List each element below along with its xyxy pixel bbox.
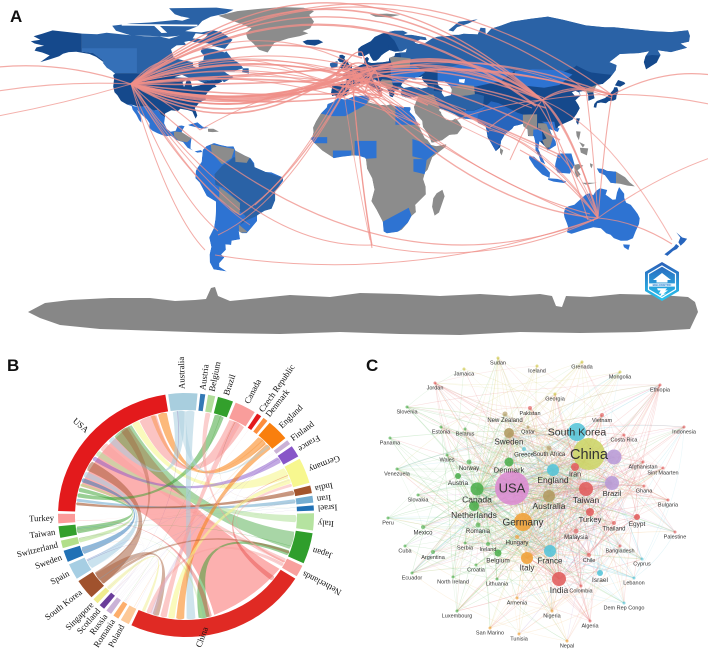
svg-text:Ireland: Ireland (480, 547, 497, 553)
svg-text:Lithuania: Lithuania (486, 582, 509, 588)
svg-text:Cuba: Cuba (398, 549, 412, 555)
svg-text:Norway: Norway (459, 466, 479, 472)
svg-text:Austria: Austria (448, 480, 469, 487)
svg-text:Germany: Germany (502, 518, 543, 529)
svg-text:India: India (550, 585, 569, 595)
svg-text:Thailand: Thailand (602, 526, 625, 532)
svg-text:Armenia: Armenia (507, 601, 528, 607)
svg-text:Iceland: Iceland (528, 368, 546, 374)
svg-text:Slovenia: Slovenia (396, 409, 418, 415)
svg-text:Mexico: Mexico (413, 530, 433, 536)
svg-text:Ghana: Ghana (636, 488, 653, 494)
svg-text:Israel: Israel (592, 577, 608, 584)
svg-text:Pakistan: Pakistan (519, 411, 540, 417)
svg-text:Sint Maarten: Sint Maarten (647, 470, 678, 476)
svg-text:A: A (10, 7, 22, 26)
svg-text:Taiwan: Taiwan (29, 527, 57, 541)
svg-text:Bangladesh: Bangladesh (605, 549, 634, 555)
svg-text:Jamaica: Jamaica (454, 371, 475, 377)
svg-text:Serbia: Serbia (457, 546, 474, 552)
svg-text:Brazil: Brazil (603, 489, 622, 498)
svg-text:Nigeria: Nigeria (543, 614, 561, 620)
svg-text:Australia: Australia (176, 357, 187, 390)
svg-text:Peru: Peru (382, 521, 394, 527)
svg-text:Slovakia: Slovakia (408, 497, 430, 503)
svg-text:Dem Rep Congo: Dem Rep Congo (604, 606, 645, 612)
svg-text:USA: USA (499, 481, 526, 496)
svg-text:Ecuador: Ecuador (402, 576, 423, 582)
svg-text:Belgium: Belgium (486, 557, 509, 564)
svg-text:Qatar: Qatar (521, 429, 535, 435)
svg-text:Austria: Austria (197, 364, 210, 391)
svg-text:Malaysia: Malaysia (564, 535, 588, 541)
svg-text:Georgia: Georgia (545, 396, 566, 402)
svg-text:Argentina: Argentina (421, 555, 445, 561)
svg-text:BIBLIOMETRIC: BIBLIOMETRIC (653, 283, 672, 287)
svg-text:Bulgaria: Bulgaria (658, 502, 679, 508)
svg-text:B: B (7, 356, 19, 375)
svg-text:India: India (314, 481, 334, 495)
svg-text:Venezuela: Venezuela (384, 471, 411, 477)
svg-text:Jordan: Jordan (427, 385, 444, 391)
svg-text:Cyprus: Cyprus (633, 562, 651, 568)
svg-text:Nepal: Nepal (560, 644, 574, 650)
svg-text:Estonia: Estonia (432, 429, 451, 435)
svg-text:Grenada: Grenada (571, 364, 593, 370)
svg-text:South Africa: South Africa (533, 452, 566, 458)
svg-text:New Zealand: New Zealand (487, 418, 522, 424)
svg-text:Hungary: Hungary (506, 540, 529, 546)
svg-text:South Korea: South Korea (548, 427, 607, 439)
svg-text:Iran: Iran (316, 493, 332, 505)
svg-text:Mongolia: Mongolia (609, 374, 632, 380)
svg-text:San Marino: San Marino (476, 631, 504, 637)
svg-text:Italy: Italy (317, 518, 334, 529)
svg-text:Netherlands: Netherlands (451, 510, 497, 520)
svg-text:Israel: Israel (317, 503, 338, 514)
svg-text:China: China (570, 447, 609, 463)
svg-text:Romania: Romania (466, 529, 491, 535)
svg-text:Indonesia: Indonesia (672, 429, 697, 435)
svg-text:Croatia: Croatia (467, 568, 486, 574)
svg-text:Iran: Iran (569, 472, 581, 479)
svg-text:Turkey: Turkey (579, 515, 602, 524)
svg-text:Australia: Australia (532, 501, 565, 511)
svg-text:Italy: Italy (520, 563, 535, 572)
svg-text:Costa Rica: Costa Rica (611, 437, 639, 443)
svg-text:Panama: Panama (380, 440, 401, 446)
svg-text:Belarus: Belarus (456, 431, 475, 437)
svg-text:Algeria: Algeria (581, 624, 599, 630)
svg-text:Turkey: Turkey (29, 513, 55, 524)
svg-text:Sweden: Sweden (495, 437, 524, 446)
svg-text:Colombia: Colombia (569, 589, 593, 595)
svg-text:Afghanistan: Afghanistan (628, 464, 657, 470)
svg-text:Ethiopia: Ethiopia (650, 387, 671, 393)
svg-text:Palestine: Palestine (664, 535, 687, 541)
svg-text:Vietnam: Vietnam (592, 418, 612, 424)
svg-text:Chile: Chile (583, 558, 596, 564)
svg-text:Luxembourg: Luxembourg (442, 614, 473, 620)
svg-text:C: C (366, 356, 378, 375)
svg-text:North Ireland: North Ireland (437, 580, 469, 586)
svg-text:Lebanon: Lebanon (623, 581, 644, 587)
svg-text:England: England (537, 475, 568, 485)
svg-text:Wales: Wales (439, 457, 454, 463)
svg-text:France: France (538, 556, 563, 565)
svg-text:Egypt: Egypt (629, 521, 646, 528)
svg-text:Tunisia: Tunisia (510, 637, 528, 643)
svg-text:Canada: Canada (462, 494, 492, 504)
svg-text:Greece: Greece (514, 452, 534, 458)
svg-text:Taiwan: Taiwan (573, 495, 600, 505)
svg-text:Denmark: Denmark (494, 466, 525, 475)
svg-text:Sudan: Sudan (490, 360, 506, 366)
